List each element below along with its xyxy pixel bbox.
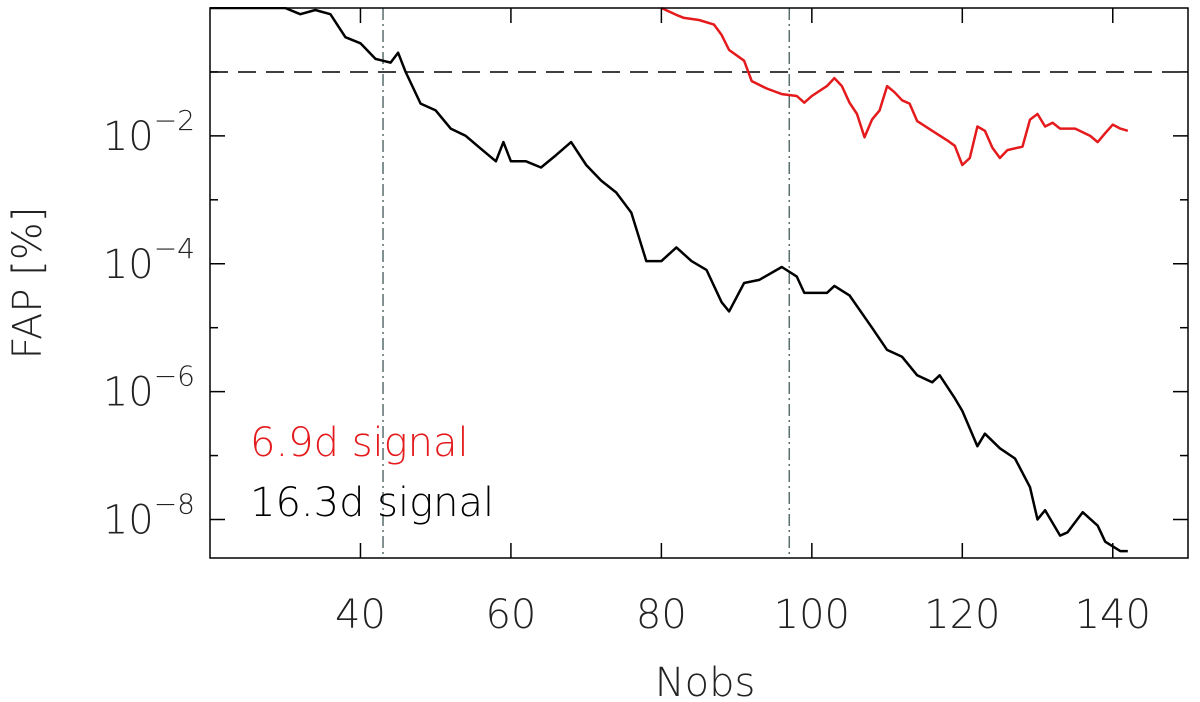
- y-tick-base: 10: [103, 242, 154, 288]
- y-axis-label: FAP [%]: [5, 207, 51, 360]
- x-tick-label: 80: [636, 592, 687, 638]
- y-tick-label: 10−8: [103, 488, 195, 544]
- x-axis-label: Nobs: [655, 660, 756, 702]
- legend-label: 16.3d signal: [250, 480, 494, 526]
- y-tick-exponent: −2: [154, 104, 195, 137]
- plot-area: [210, 7, 1188, 558]
- y-tick-base: 10: [103, 114, 154, 160]
- x-tick-label: 140: [1075, 592, 1151, 638]
- x-tick-label: 100: [774, 592, 850, 638]
- plot-frame: [209, 7, 1189, 559]
- y-tick-label: 10−6: [103, 360, 195, 416]
- y-tick-base: 10: [103, 370, 154, 416]
- data-line: [660, 7, 1129, 167]
- x-tick-label: 120: [924, 592, 1000, 638]
- y-tick-label: 10−2: [103, 104, 195, 160]
- y-tick-base: 10: [103, 498, 154, 544]
- legend-label: 6.9d signal: [250, 420, 469, 466]
- y-tick-exponent: −4: [154, 232, 195, 265]
- y-tick-exponent: −6: [154, 360, 195, 393]
- x-tick-label: 60: [485, 592, 536, 638]
- data-line: [210, 7, 1128, 553]
- y-tick-exponent: −8: [154, 488, 195, 521]
- y-tick-label: 10−4: [103, 232, 195, 288]
- x-tick-label: 40: [335, 592, 386, 638]
